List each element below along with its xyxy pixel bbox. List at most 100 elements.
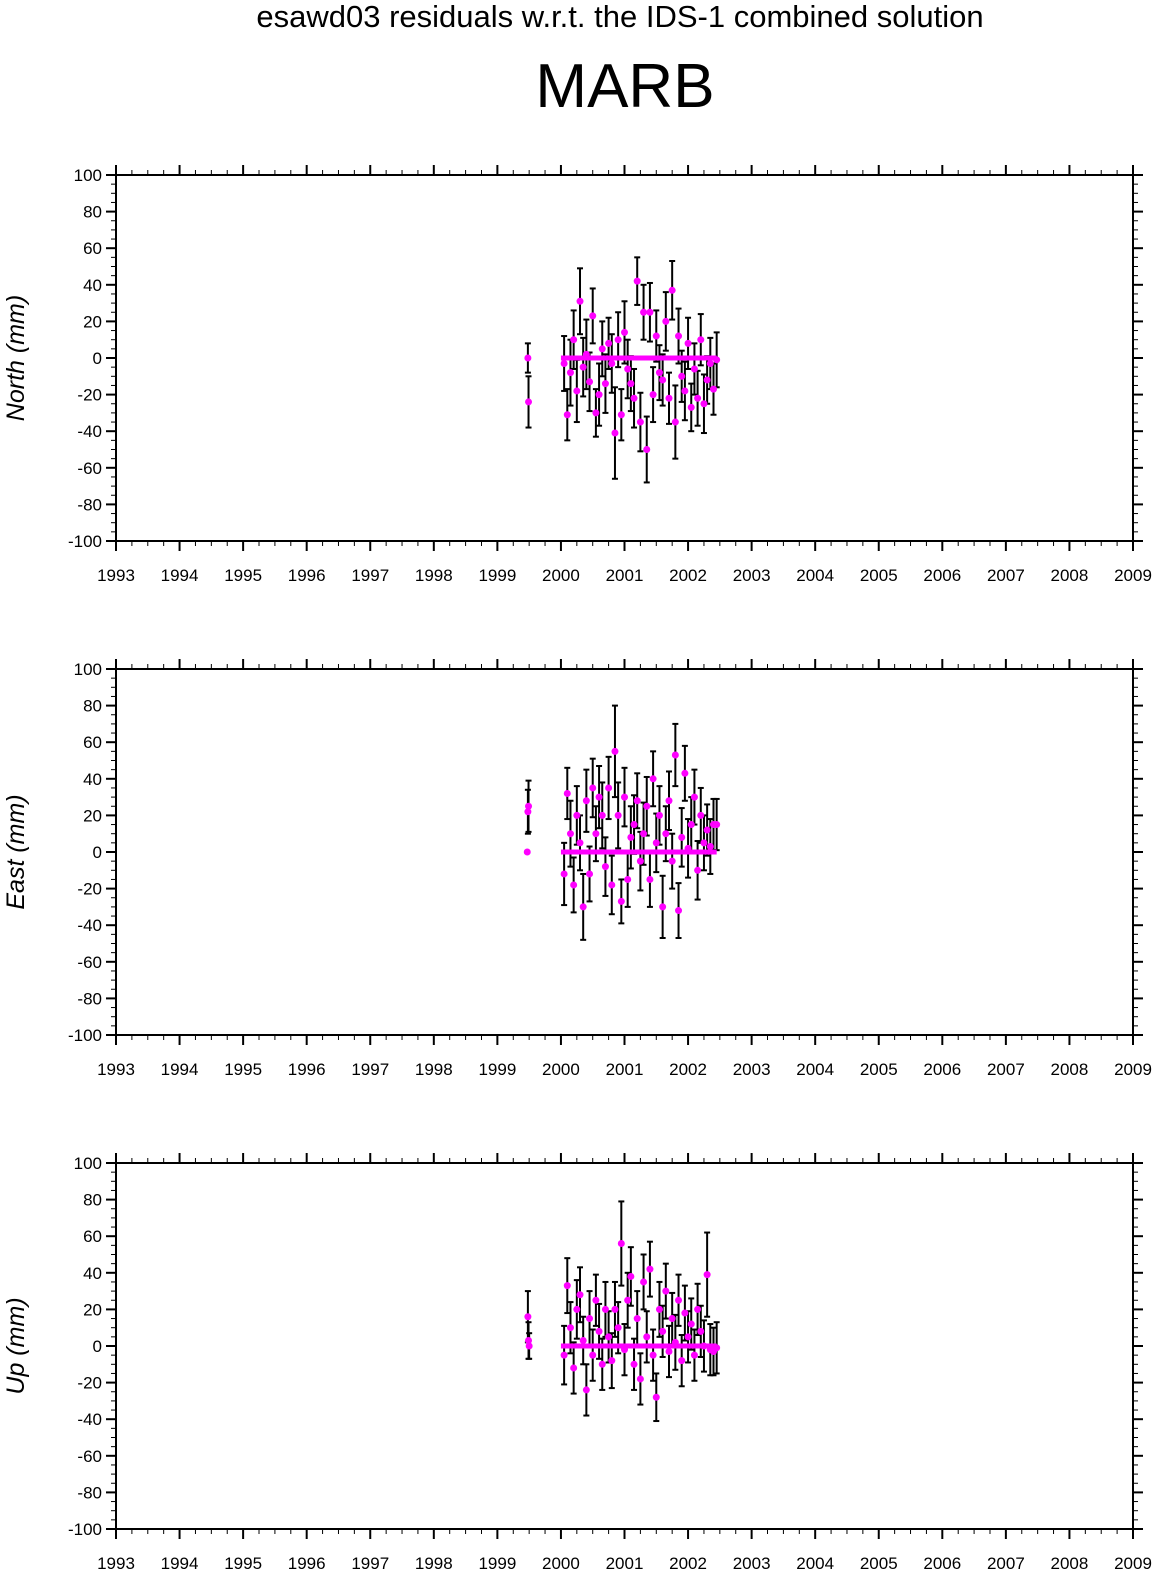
data-point bbox=[678, 1357, 686, 1365]
x-tick-label: 1993 bbox=[97, 566, 135, 585]
x-tick-label: 1998 bbox=[415, 1060, 453, 1079]
up-panel: 1993 1994 1995 1996 1997 1998 1999 2000 2001 2002… bbox=[2, 1153, 1152, 1573]
data-point bbox=[579, 363, 587, 371]
data-point bbox=[662, 1287, 670, 1295]
x-tick-label: 1994 bbox=[161, 1554, 199, 1573]
data-point bbox=[595, 793, 603, 801]
x-tick-label: 2004 bbox=[796, 566, 834, 585]
data-point bbox=[643, 1333, 651, 1341]
data-point bbox=[592, 1296, 600, 1304]
data-point bbox=[601, 863, 609, 871]
x-tick-label: 2006 bbox=[923, 1554, 961, 1573]
data-point bbox=[627, 1272, 635, 1280]
data-point bbox=[576, 297, 584, 305]
y-tick-label: -40 bbox=[77, 916, 102, 935]
data-point bbox=[646, 308, 654, 316]
data-point bbox=[627, 380, 635, 388]
y-tick-label: 60 bbox=[83, 239, 102, 258]
data-point bbox=[690, 365, 698, 373]
x-tick-label: 2009 bbox=[1114, 1060, 1152, 1079]
y-tick-label: 20 bbox=[83, 806, 102, 825]
data-point bbox=[586, 378, 594, 386]
data-point bbox=[570, 881, 578, 889]
data-point bbox=[566, 1324, 574, 1332]
data-point bbox=[605, 339, 613, 347]
north-panel: 1993 1994 1995 1996 1997 1998 1999 2000 2001 2002… bbox=[2, 165, 1152, 585]
data-point bbox=[659, 376, 667, 384]
x-tick-label: 1997 bbox=[351, 566, 389, 585]
x-tick-label: 1994 bbox=[161, 1060, 199, 1079]
x-tick-label: 2006 bbox=[923, 566, 961, 585]
x-tick-label: 2009 bbox=[1114, 566, 1152, 585]
data-point bbox=[617, 897, 625, 905]
data-point bbox=[633, 277, 641, 285]
x-tick-label: 2004 bbox=[796, 1060, 834, 1079]
data-point bbox=[681, 769, 689, 777]
data-point bbox=[573, 811, 581, 819]
data-point bbox=[687, 1320, 695, 1328]
data-point bbox=[640, 830, 648, 838]
y-tick-label: 60 bbox=[83, 1227, 102, 1246]
data-point bbox=[697, 1327, 705, 1335]
data-point bbox=[697, 811, 705, 819]
data-point bbox=[608, 881, 616, 889]
data-point bbox=[671, 418, 679, 426]
data-point bbox=[563, 411, 571, 419]
data-point bbox=[608, 359, 616, 367]
x-tick-label: 2003 bbox=[733, 1554, 771, 1573]
data-point bbox=[700, 839, 708, 847]
data-point bbox=[573, 387, 581, 395]
data-point bbox=[690, 1351, 698, 1359]
y-tick-label: -20 bbox=[77, 386, 102, 405]
data-point bbox=[649, 775, 657, 783]
data-point bbox=[630, 394, 638, 402]
data-point bbox=[525, 1342, 533, 1350]
data-point bbox=[566, 830, 574, 838]
data-point bbox=[684, 339, 692, 347]
data-point bbox=[687, 821, 695, 829]
data-point bbox=[586, 870, 594, 878]
y-tick-label: 100 bbox=[74, 1154, 102, 1173]
data-point bbox=[659, 1327, 667, 1335]
data-point bbox=[684, 1333, 692, 1341]
data-point bbox=[576, 839, 584, 847]
data-point bbox=[589, 784, 597, 792]
data-point bbox=[524, 808, 532, 816]
data-point bbox=[617, 411, 625, 419]
y-tick-label: 100 bbox=[74, 660, 102, 679]
data-point bbox=[611, 747, 619, 755]
data-point bbox=[652, 839, 660, 847]
x-tick-label: 2006 bbox=[923, 1060, 961, 1079]
x-tick-label: 2009 bbox=[1114, 1554, 1152, 1573]
x-tick-label: 2005 bbox=[860, 1060, 898, 1079]
east-panel: 1993 1994 1995 1996 1997 1998 1999 2000 2001 2002… bbox=[2, 659, 1152, 1079]
y-tick-label: -100 bbox=[68, 1026, 102, 1045]
data-point bbox=[525, 398, 533, 406]
data-point bbox=[601, 1305, 609, 1313]
y-tick-label: -60 bbox=[77, 459, 102, 478]
data-point bbox=[640, 308, 648, 316]
data-point bbox=[586, 1315, 594, 1323]
x-tick-label: 1997 bbox=[351, 1060, 389, 1079]
y-tick-label: 60 bbox=[83, 733, 102, 752]
data-point bbox=[582, 1386, 590, 1394]
x-tick-label: 1995 bbox=[224, 1060, 262, 1079]
x-tick-label: 1995 bbox=[224, 566, 262, 585]
data-point bbox=[655, 1305, 663, 1313]
data-point bbox=[611, 429, 619, 437]
x-tick-label: 2003 bbox=[733, 566, 771, 585]
y-tick-label: -100 bbox=[68, 1520, 102, 1539]
data-point bbox=[560, 359, 568, 367]
data-point bbox=[595, 391, 603, 399]
data-point bbox=[636, 418, 644, 426]
x-tick-label: 2000 bbox=[542, 1554, 580, 1573]
data-point bbox=[601, 380, 609, 388]
data-point bbox=[678, 372, 686, 380]
y-tick-label: 0 bbox=[93, 1337, 102, 1356]
data-point bbox=[652, 332, 660, 340]
x-tick-label: 1995 bbox=[224, 1554, 262, 1573]
data-point bbox=[579, 903, 587, 911]
data-point bbox=[592, 830, 600, 838]
data-point bbox=[690, 793, 698, 801]
data-point bbox=[621, 793, 628, 801]
